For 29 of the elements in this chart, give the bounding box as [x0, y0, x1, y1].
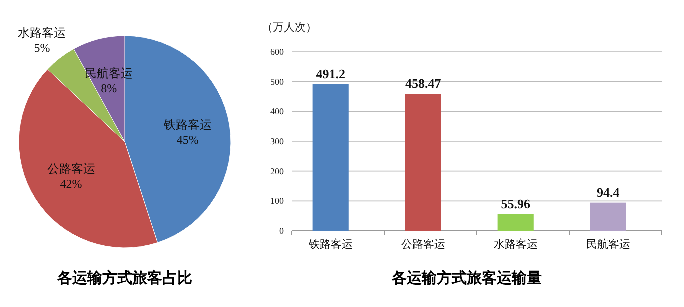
- slice-label: 水路客运: [18, 26, 66, 40]
- data-label: 458.47: [405, 76, 442, 92]
- data-label: 55.96: [501, 196, 531, 212]
- bar: [498, 214, 534, 231]
- slice-label: 铁路客运: [162, 118, 212, 132]
- text: 各运输方式旅客占比: [56, 269, 192, 287]
- x-tick-label: 民航客运: [586, 238, 630, 251]
- data-label: 94.4: [596, 184, 620, 200]
- y-tick-label: 400: [270, 106, 284, 117]
- data-label: 8%: [101, 81, 118, 96]
- x-tick-label: 水路客运: [494, 238, 538, 251]
- text: 各运输方式旅客运输量: [391, 269, 542, 287]
- data-label: 491.2: [316, 66, 346, 82]
- bar: [590, 202, 626, 231]
- bar: [405, 94, 442, 231]
- bar: [312, 84, 349, 231]
- y-tick-label: 500: [270, 76, 284, 87]
- slice-label: 公路客运: [47, 162, 96, 176]
- y-tick-label: 100: [270, 196, 284, 206]
- y-tick-label: 0: [280, 226, 284, 236]
- x-tick-label: 铁路客运: [308, 238, 353, 251]
- y-axis-title: （万人次）: [262, 22, 317, 34]
- y-tick-label: 300: [270, 136, 284, 146]
- y-tick-label: 200: [270, 166, 284, 176]
- data-label: 42%: [60, 177, 82, 192]
- data-label: 5%: [34, 41, 50, 56]
- y-tick-label: 600: [270, 47, 284, 57]
- data-label: 45%: [176, 133, 199, 148]
- x-tick-label: 公路客运: [401, 238, 446, 251]
